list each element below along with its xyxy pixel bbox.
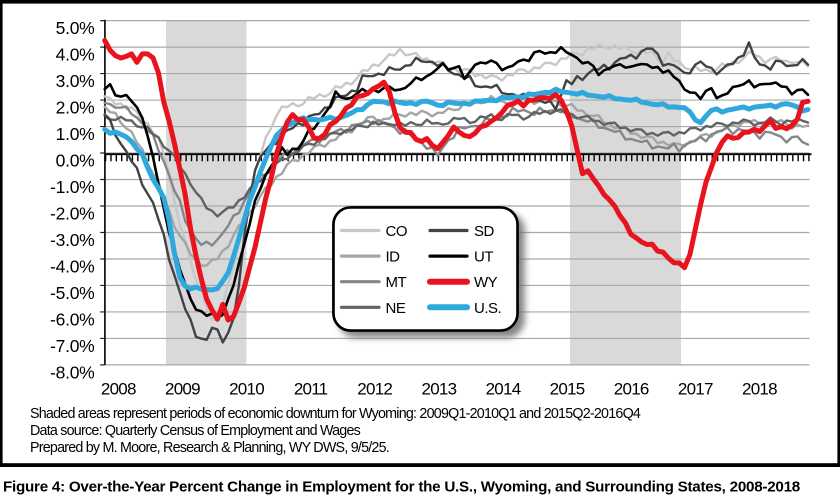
svg-text:-5.0%: -5.0% [50, 283, 94, 303]
svg-text:-6.0%: -6.0% [50, 310, 94, 330]
svg-text:NE: NE [386, 300, 406, 317]
svg-text:0.0%: 0.0% [56, 151, 95, 171]
svg-text:2009: 2009 [165, 379, 200, 398]
svg-text:3.0%: 3.0% [56, 71, 95, 91]
svg-text:-2.0%: -2.0% [50, 204, 94, 224]
svg-text:2008: 2008 [101, 379, 136, 398]
svg-text:-4.0%: -4.0% [50, 257, 94, 277]
svg-text:1.0%: 1.0% [56, 124, 95, 144]
svg-text:-7.0%: -7.0% [50, 336, 94, 356]
svg-text:2017: 2017 [678, 379, 713, 398]
svg-text:2013: 2013 [421, 379, 456, 398]
svg-text:-1.0%: -1.0% [50, 177, 94, 197]
svg-text:U.S.: U.S. [474, 300, 501, 317]
svg-text:2010: 2010 [229, 379, 264, 398]
svg-text:-3.0%: -3.0% [50, 230, 94, 250]
svg-text:2016: 2016 [614, 379, 649, 398]
svg-text:Prepared by M. Moore, Research: Prepared by M. Moore, Research & Plannin… [30, 440, 389, 456]
svg-text:4.0%: 4.0% [56, 45, 95, 65]
svg-text:CO: CO [386, 223, 408, 240]
svg-text:2018: 2018 [742, 379, 777, 398]
svg-text:WY: WY [474, 274, 498, 291]
svg-text:2014: 2014 [486, 379, 521, 398]
svg-text:Shaded areas represent periods: Shaded areas represent periods of econom… [30, 406, 641, 422]
svg-text:2011: 2011 [294, 379, 328, 398]
svg-text:SD: SD [474, 223, 495, 240]
svg-text:-8.0%: -8.0% [50, 363, 94, 383]
svg-text:5.0%: 5.0% [56, 18, 95, 38]
svg-text:UT: UT [474, 249, 493, 266]
svg-text:2015: 2015 [550, 379, 585, 398]
svg-text:2012: 2012 [357, 379, 392, 398]
svg-text:2.0%: 2.0% [56, 98, 95, 118]
svg-text:Data source: Quarterly Census: Data source: Quarterly Census of Employm… [30, 423, 361, 439]
svg-text:MT: MT [386, 274, 407, 291]
svg-text:ID: ID [386, 249, 401, 266]
svg-text:Figure 4: Over-the-Year Percen: Figure 4: Over-the-Year Percent Change i… [3, 479, 800, 496]
